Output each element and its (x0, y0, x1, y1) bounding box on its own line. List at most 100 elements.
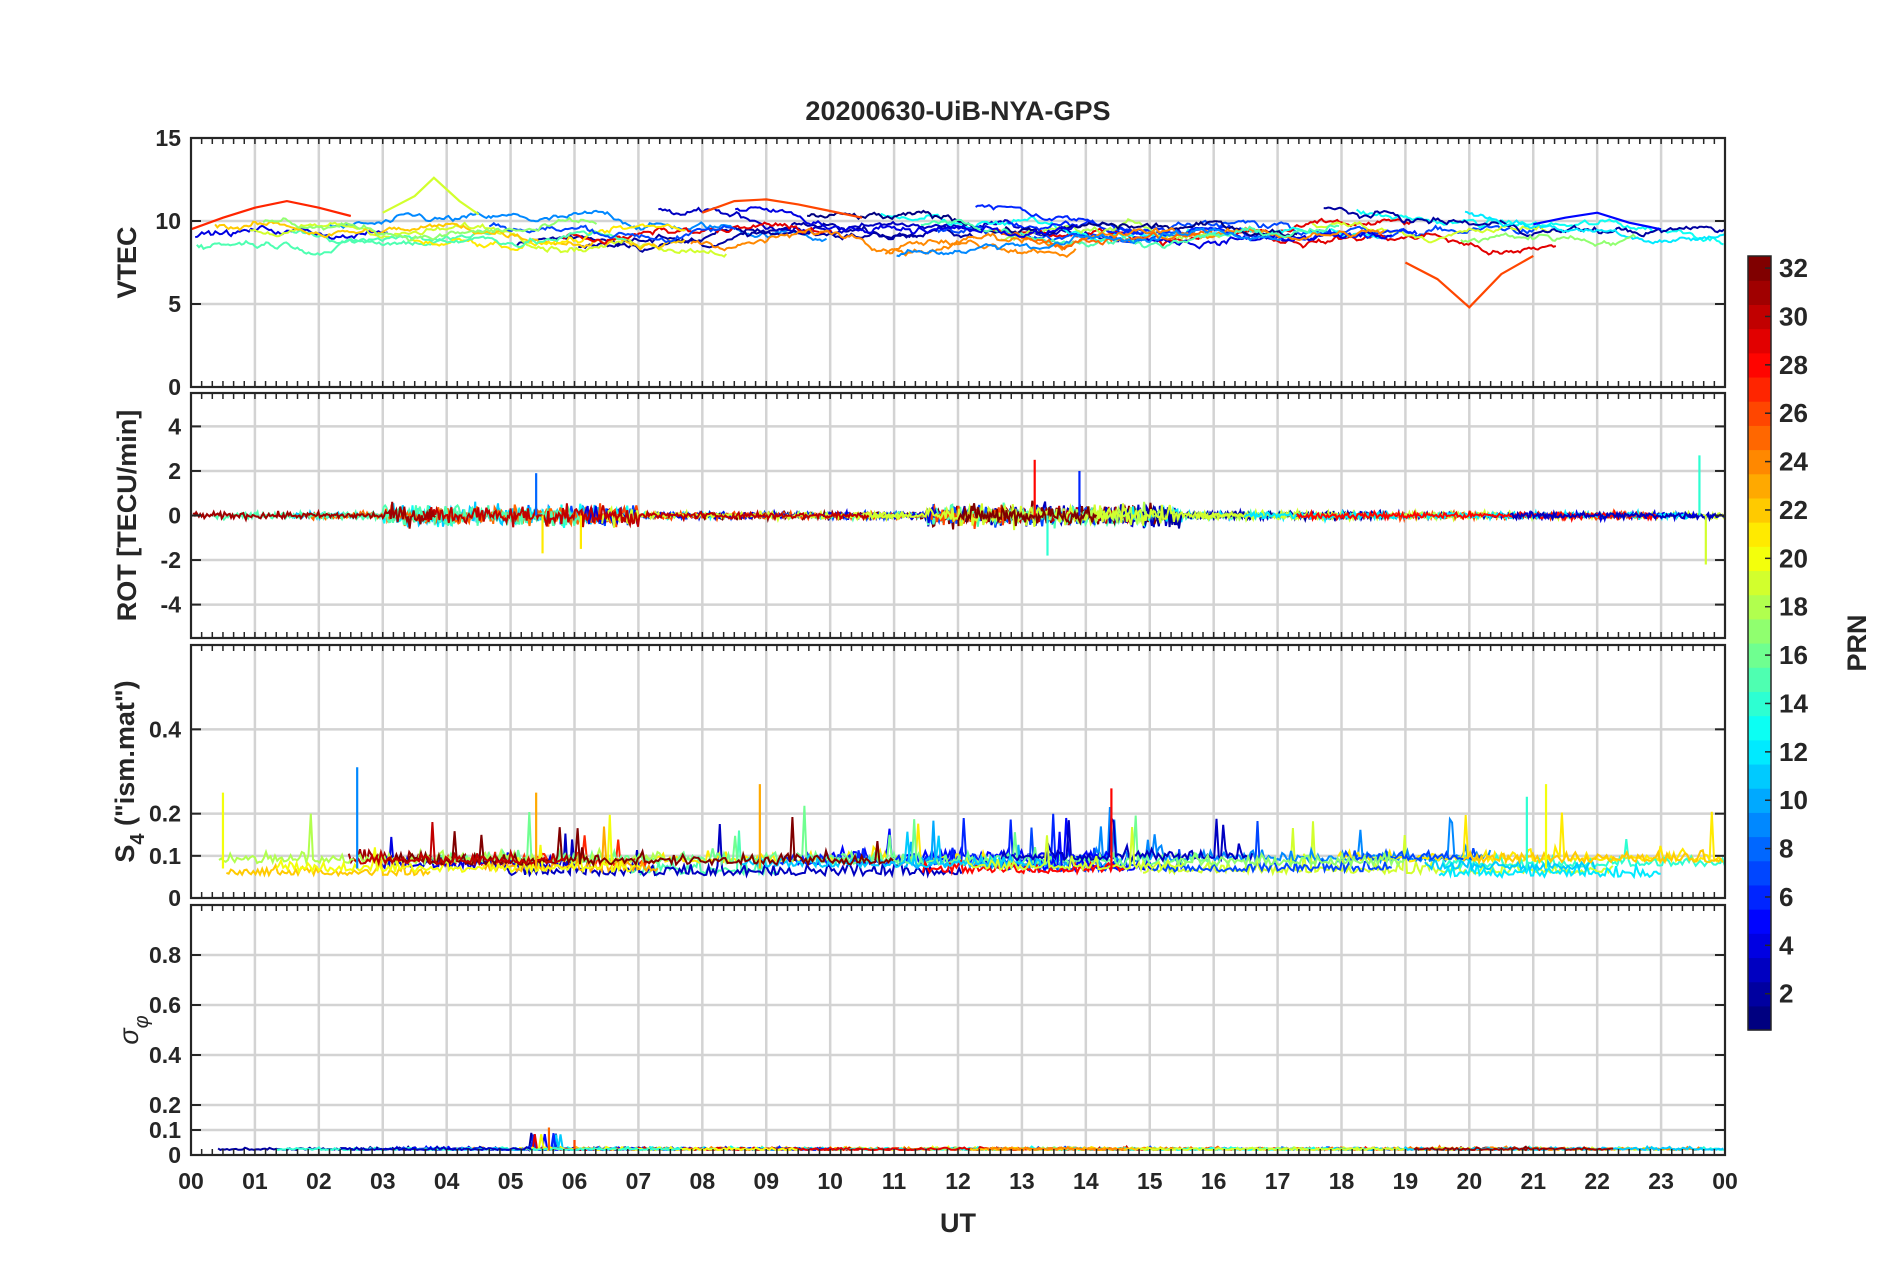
traces-s4 (218, 767, 1726, 880)
y-tick-label: 0 (168, 1142, 181, 1168)
axes-frame-vtec (189, 136, 1727, 389)
traces-sigma_phi (217, 1127, 1725, 1152)
colorbar-segment (1748, 376, 1771, 402)
prn-trace (965, 826, 1185, 873)
traces-vtec (190, 176, 1725, 309)
prn-trace (409, 223, 686, 251)
prn-trace (1464, 210, 1725, 245)
prn-trace (1511, 509, 1725, 522)
prn-trace (1460, 232, 1637, 248)
x-tick-label: 14 (1073, 1168, 1099, 1194)
prn-trace (987, 1145, 1125, 1152)
traces-rot (192, 455, 1726, 565)
colorbar-tick-label: 16 (1779, 640, 1808, 670)
prn-trace (218, 813, 665, 867)
y-tick-label: 0.2 (149, 1092, 181, 1118)
colorbar-tick-label: 2 (1779, 979, 1793, 1009)
colorbar-tick-label: 22 (1779, 495, 1808, 525)
panel-vtec: 0 5 10 15 VTEC (112, 125, 1727, 400)
prn-trace (196, 230, 627, 256)
prn-trace (422, 503, 870, 529)
prn-trace (226, 858, 431, 878)
y-tick-label: 4 (168, 413, 181, 439)
prn-trace (658, 206, 1120, 243)
x-tick-label: 01 (242, 1168, 268, 1194)
colorbar-segment (1748, 546, 1771, 572)
x-tick-label: 05 (498, 1168, 524, 1194)
colorbar-segment (1748, 570, 1771, 596)
prn-trace-sample (1404, 254, 1534, 309)
colorbar-segment (1748, 497, 1771, 523)
x-tick-label: 08 (690, 1168, 716, 1194)
y-tick-label: -2 (161, 547, 181, 573)
x-tick-label: 16 (1201, 1168, 1227, 1194)
y-tick-label: 2 (168, 458, 181, 484)
prn-trace (353, 821, 568, 868)
x-tick-label: 17 (1265, 1168, 1291, 1194)
x-tick-label: 03 (370, 1168, 396, 1194)
prn-trace (884, 226, 1385, 255)
prn-trace (957, 503, 1098, 527)
prn-trace (488, 221, 736, 244)
prn-trace-sample (701, 198, 863, 219)
colorbar-segment (1748, 836, 1771, 862)
colorbar-tick-label: 30 (1779, 301, 1808, 331)
colorbar-tick-label: 28 (1779, 350, 1808, 380)
y-axis-label-rot: ROT [TECU/min] (112, 410, 142, 621)
prn-trace (214, 220, 686, 251)
colorbar-segment (1748, 304, 1771, 330)
colorbar-segment (1748, 933, 1771, 959)
prn-trace (1140, 1146, 1405, 1152)
prn-trace (734, 206, 1078, 239)
colorbar-segment (1748, 981, 1771, 1007)
y-tick-label: 0 (168, 374, 181, 400)
x-tick-label: 00 (1712, 1168, 1738, 1194)
axes-frame-s4 (189, 643, 1727, 900)
colorbar-segment (1748, 256, 1771, 281)
x-tick-label: 12 (945, 1168, 971, 1194)
prn-trace (516, 221, 919, 253)
x-tick-label: 07 (626, 1168, 652, 1194)
y-tick-label: 0.4 (149, 716, 181, 742)
colorbar-segment (1748, 763, 1771, 789)
prn-trace (1438, 861, 1661, 880)
colorbar-tick-label: 4 (1779, 930, 1794, 960)
colorbar-segment (1748, 425, 1771, 451)
y-tick-label: -4 (161, 592, 182, 618)
colorbar-segment (1748, 812, 1771, 838)
colorbar-tick-label: 6 (1779, 882, 1793, 912)
panel-sigma_phi: 00.10.2 0.4 0.6 0.8 σφ (114, 903, 1727, 1168)
colorbar-segment (1748, 667, 1771, 692)
x-tick-label: 06 (562, 1168, 588, 1194)
colorbar-segment (1748, 739, 1771, 765)
colorbar-segment (1748, 957, 1771, 983)
prn-trace (1000, 815, 1254, 863)
colorbar-segment (1748, 522, 1771, 547)
x-tick-label: 04 (434, 1168, 460, 1194)
prn-trace (192, 501, 436, 529)
colorbar-segment (1748, 691, 1771, 717)
colorbar-segment (1748, 884, 1771, 910)
prn-trace (1267, 232, 1557, 256)
chart-title: 20200630-UiB-NYA-GPS (805, 96, 1110, 126)
colorbar-segment (1748, 788, 1771, 813)
y-tick-label: 0 (168, 503, 181, 529)
prn-trace-sample (382, 176, 480, 216)
prn-trace (385, 816, 894, 868)
colorbar-segment (1748, 449, 1771, 475)
x-tick-label: 23 (1648, 1168, 1674, 1194)
y-tick-label: 0.2 (149, 801, 181, 827)
colorbar-segment (1748, 473, 1771, 499)
colorbar-tick-label: 14 (1779, 688, 1808, 718)
colorbar-segment (1748, 860, 1771, 886)
prn-trace (807, 209, 1298, 238)
x-tick-label: 21 (1520, 1168, 1546, 1194)
prn-trace (1462, 848, 1724, 866)
y-axis-label-sigma_phi: σφ (114, 1015, 153, 1044)
x-tick-label: 18 (1329, 1168, 1355, 1194)
colorbar-tick-label: 20 (1779, 543, 1808, 573)
colorbar-label: PRN (1842, 614, 1872, 671)
